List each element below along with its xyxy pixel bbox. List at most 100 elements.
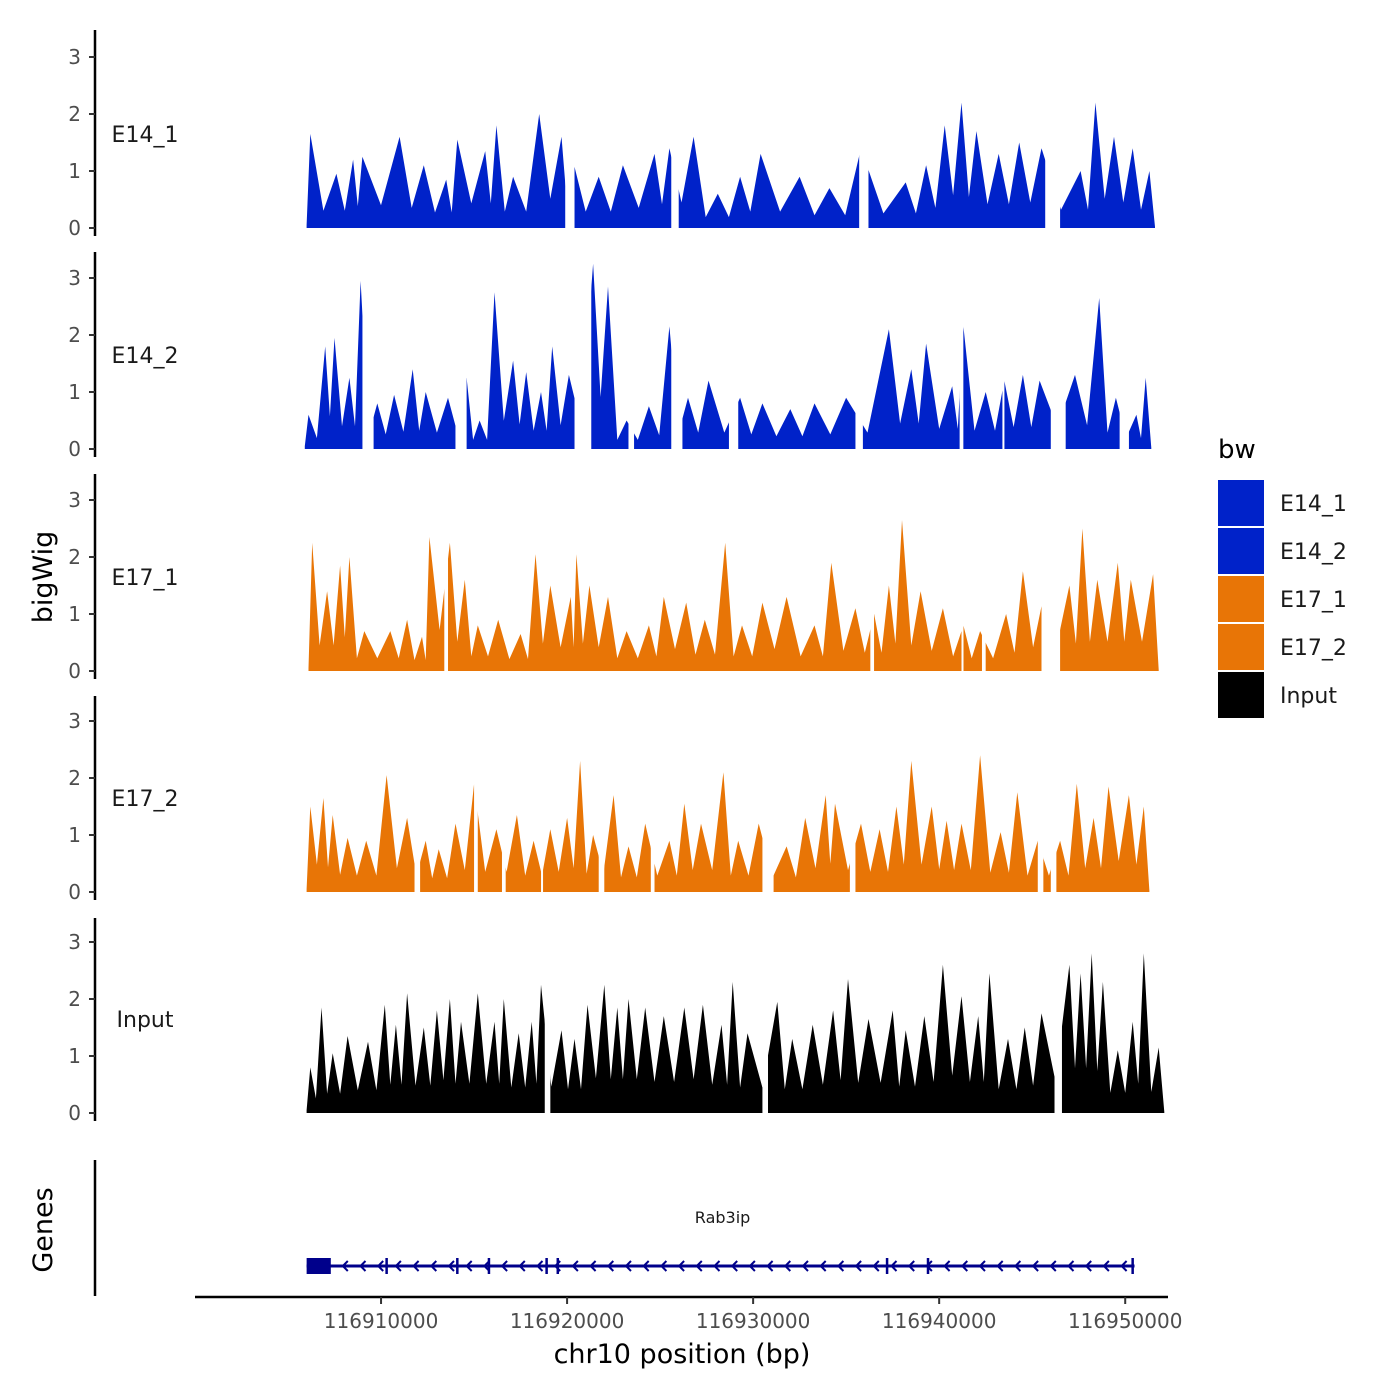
x-tick-label: 116910000	[324, 1309, 439, 1333]
genes-axis-title: Genes	[28, 1187, 59, 1272]
y-tick-label: 3	[68, 266, 81, 290]
strand-arrow	[730, 1260, 738, 1272]
strand-arrow	[518, 1260, 526, 1272]
signal-area	[308, 520, 1159, 671]
coverage-gap	[870, 470, 875, 672]
y-tick-label: 3	[68, 45, 81, 69]
legend-key	[1218, 624, 1264, 670]
y-tick-label: 0	[68, 437, 81, 461]
signal-area	[306, 953, 1165, 1113]
coverage-gap	[728, 248, 739, 450]
strand-arrow	[589, 1260, 597, 1272]
coverage-gap	[959, 248, 964, 450]
coverage-gap	[455, 248, 467, 450]
legend-title: bw	[1218, 435, 1256, 465]
coverage-gap	[362, 248, 374, 450]
strand-arrow	[659, 1260, 668, 1272]
coverage-gap	[762, 914, 769, 1114]
gene-utr-block	[306, 1258, 331, 1274]
legend-key	[1218, 672, 1264, 718]
strand-arrow	[801, 1260, 809, 1272]
strand-arrow	[783, 1260, 792, 1272]
y-tick-label: 2	[68, 766, 81, 790]
y-tick-label: 1	[68, 602, 81, 626]
coverage-gap	[1050, 248, 1066, 450]
strand-arrow	[571, 1260, 579, 1272]
track-e14-1: 0 1 2 3 E14_1	[68, 26, 1156, 240]
strand-arrow	[695, 1260, 703, 1272]
strand-arrow	[429, 1260, 438, 1272]
coverage-gap	[671, 248, 683, 450]
legend: bw E14_1 E14_2 E17_1 E17_2 Input	[1218, 435, 1347, 718]
track-label: E17_1	[112, 566, 179, 591]
signal-area	[306, 102, 1156, 228]
strand-arrow	[766, 1260, 774, 1272]
strand-arrow	[890, 1260, 898, 1272]
coverage-gap	[762, 692, 774, 893]
y-tick-label: 2	[68, 323, 81, 347]
signal-area	[306, 755, 1150, 892]
y-tick-label: 1	[68, 1044, 81, 1068]
strand-arrow	[996, 1260, 1004, 1272]
x-tick-label: 116950000	[1068, 1309, 1183, 1333]
signal-tracks: 0 1 2 3 E14_1 0 1 2 3 E14_2 0 1 2 3 E17_1 0 1 2 3 E17_2 0 1 2 3…	[68, 26, 1165, 1125]
strand-arrow	[500, 1260, 508, 1272]
y-tick-label: 0	[68, 1101, 81, 1125]
strand-arrow	[1120, 1260, 1128, 1272]
strand-arrow	[819, 1260, 827, 1272]
legend-key	[1218, 576, 1264, 622]
coverage-gap	[598, 692, 605, 893]
strand-arrow	[536, 1260, 544, 1272]
legend-key	[1218, 528, 1264, 574]
coverage-gap	[1119, 248, 1129, 450]
strand-arrow	[1102, 1260, 1110, 1272]
coverage-gap	[1045, 26, 1061, 229]
coverage-gap	[1054, 914, 1062, 1114]
coverage-gap	[981, 470, 986, 672]
legend-label: E17_1	[1280, 588, 1347, 613]
coverage-gap	[650, 692, 655, 893]
y-tick-label: 0	[68, 659, 81, 683]
y-tick-label: 3	[68, 709, 81, 733]
strand-arrow	[943, 1260, 951, 1272]
y-tick-label: 1	[68, 380, 81, 404]
legend-key	[1218, 480, 1264, 526]
track-label: E14_1	[112, 123, 179, 148]
strand-arrow	[960, 1260, 969, 1272]
strand-arrow	[465, 1260, 473, 1272]
strand-arrow	[1031, 1260, 1039, 1272]
y-tick-label: 2	[68, 545, 81, 569]
strand-arrow	[677, 1260, 685, 1272]
strand-arrow	[482, 1260, 491, 1272]
strand-arrow	[978, 1260, 986, 1272]
coverage-gap	[474, 692, 478, 893]
legend-label: Input	[1280, 684, 1337, 709]
strand-arrow	[606, 1260, 615, 1272]
track-input: 0 1 2 3 Input	[68, 914, 1165, 1125]
legend-label: E14_1	[1280, 492, 1347, 517]
strand-arrow	[854, 1260, 862, 1272]
y-tick-label: 3	[68, 488, 81, 512]
y-tick-label: 1	[68, 159, 81, 183]
signal-area	[304, 263, 1152, 449]
y-axis-title: bigWig	[28, 531, 59, 624]
coverage-gap	[849, 692, 856, 893]
x-tick-label: 116940000	[882, 1309, 997, 1333]
strand-arrow	[925, 1260, 933, 1272]
y-tick-label: 0	[68, 216, 81, 240]
coverage-gap	[855, 248, 863, 450]
gene-track: Rab3ip	[93, 1160, 1135, 1296]
strand-arrow	[553, 1260, 561, 1272]
coverage-gap	[1002, 248, 1005, 450]
strand-arrow	[872, 1260, 880, 1272]
y-tick-label: 2	[68, 102, 81, 126]
strand-arrow	[447, 1260, 455, 1272]
gene-label: Rab3ip	[695, 1208, 751, 1227]
track-label: Input	[117, 1008, 174, 1033]
strand-arrow	[642, 1260, 650, 1272]
strand-arrow	[748, 1260, 756, 1272]
strand-arrow	[624, 1260, 632, 1272]
strand-arrow	[376, 1260, 384, 1272]
track-e14-2: 0 1 2 3 E14_2	[68, 248, 1152, 461]
strand-arrow	[1067, 1260, 1075, 1272]
